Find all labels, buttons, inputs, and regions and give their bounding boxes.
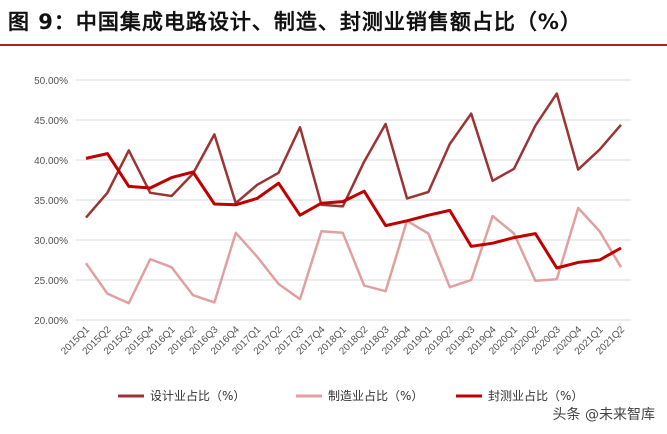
y-tick-label: 45.00% bbox=[34, 116, 68, 127]
title-divider bbox=[0, 44, 667, 46]
y-tick-label: 25.00% bbox=[34, 276, 68, 287]
y-tick-label: 35.00% bbox=[34, 196, 68, 207]
legend-label: 设计业占比（%） bbox=[150, 388, 245, 403]
chart-title: 图 9：中国集成电路设计、制造、封测业销售额占比（%） bbox=[8, 10, 582, 34]
legend-label: 制造业占比（%） bbox=[328, 388, 423, 403]
series-line-1 bbox=[85, 92, 622, 219]
series-line-3 bbox=[85, 152, 622, 270]
y-tick-label: 30.00% bbox=[34, 236, 68, 247]
watermark: 头条 @未来智库 bbox=[552, 407, 655, 423]
y-tick-label: 50.00% bbox=[34, 76, 68, 87]
y-tick-label: 20.00% bbox=[34, 316, 68, 327]
series-line-2 bbox=[84, 206, 623, 305]
y-tick-label: 40.00% bbox=[34, 156, 68, 167]
legend-label: 封测业占比（%） bbox=[488, 388, 583, 403]
